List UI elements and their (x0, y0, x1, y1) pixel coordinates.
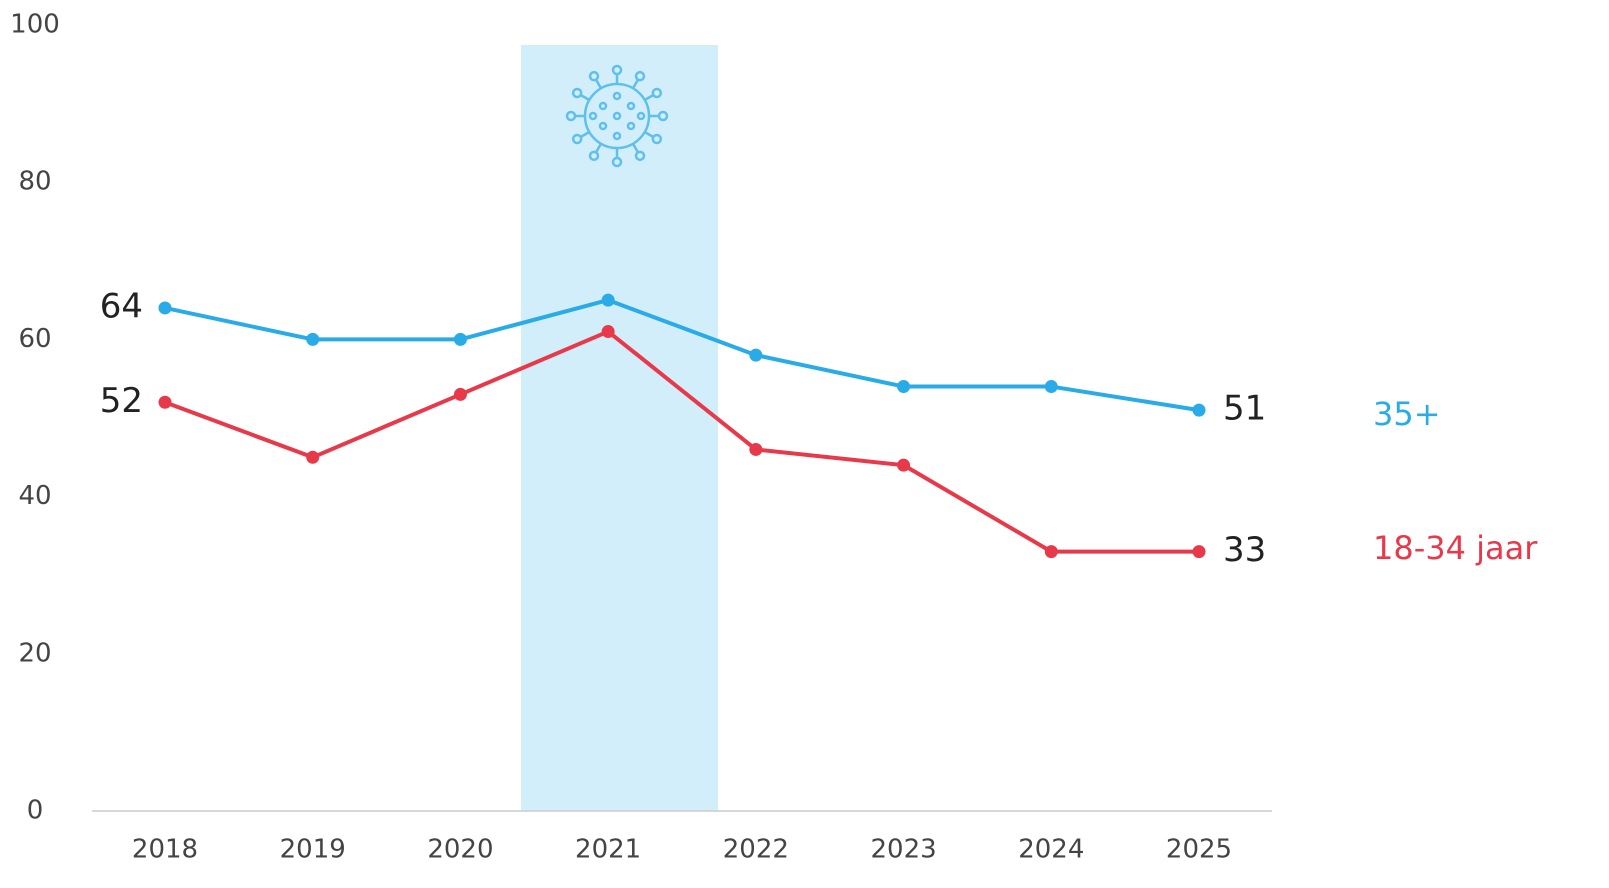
virus-knob (571, 87, 583, 99)
x-tick-label: 2018 (132, 835, 198, 865)
virus-icon (565, 64, 669, 168)
x-tick-label: 2019 (280, 835, 346, 865)
virus-spike (594, 143, 603, 153)
data-label: 52 (100, 381, 143, 421)
legend-label: 35+ (1373, 395, 1441, 433)
data-point (897, 380, 911, 394)
data-point (1192, 545, 1206, 559)
data-point (306, 450, 320, 464)
data-label: 51 (1223, 389, 1266, 429)
virus-knob (565, 110, 577, 122)
virus-spike (580, 130, 590, 139)
data-point (897, 458, 911, 472)
virus-knob (657, 110, 669, 122)
virus-dot (612, 91, 622, 101)
data-point (306, 332, 320, 346)
virus-dot (626, 101, 636, 111)
x-tick-label: 2024 (1018, 835, 1084, 865)
virus-knob (651, 133, 663, 145)
series-line (164, 298, 1200, 413)
x-tick-label: 2021 (575, 835, 641, 865)
virus-dot (626, 121, 636, 131)
y-tick-label: 80 (18, 167, 51, 197)
virus-knob (588, 150, 600, 162)
virus-dot (636, 111, 646, 121)
virus-spike (644, 93, 654, 102)
y-tick-label: 40 (18, 481, 51, 511)
virus-spike (580, 93, 590, 102)
data-point (1044, 545, 1058, 559)
virus-dot (612, 111, 622, 121)
virus-knob (634, 150, 646, 162)
data-point (601, 325, 615, 339)
virus-dot (588, 111, 598, 121)
x-tick-label: 2023 (870, 835, 936, 865)
virus-dot (598, 121, 608, 131)
virus-knob (611, 156, 623, 168)
virus-knob (634, 70, 646, 82)
series-line (164, 329, 1199, 554)
y-tick-label: 20 (18, 638, 51, 668)
virus-spike (631, 143, 640, 153)
data-label: 64 (100, 286, 143, 326)
y-tick-label: 100 (10, 10, 60, 40)
data-point (749, 442, 763, 456)
virus-spike (631, 79, 640, 89)
data-point (1192, 403, 1206, 417)
virus-dot (598, 101, 608, 111)
covid-period (521, 45, 718, 811)
virus-knob (611, 64, 623, 76)
y-tick-label: 60 (18, 324, 51, 354)
data-point (453, 332, 467, 346)
data-point (1044, 380, 1058, 394)
data-point (158, 301, 172, 315)
data-label: 33 (1223, 530, 1266, 570)
x-tick-label: 2025 (1166, 835, 1232, 865)
x-tick-label: 2022 (723, 835, 789, 865)
virus-dot (612, 131, 622, 141)
virus-knob (651, 87, 663, 99)
legend-label: 18-34 jaar (1373, 529, 1538, 567)
virus-spike (594, 79, 603, 89)
data-point (749, 348, 763, 362)
x-tick-label: 2020 (427, 835, 493, 865)
virus-spike (644, 130, 654, 139)
virus-knob (571, 133, 583, 145)
data-point (453, 387, 467, 401)
y-tick-label: 0 (27, 796, 44, 826)
virus-knob (588, 70, 600, 82)
data-point (601, 293, 615, 307)
data-point (158, 395, 172, 409)
